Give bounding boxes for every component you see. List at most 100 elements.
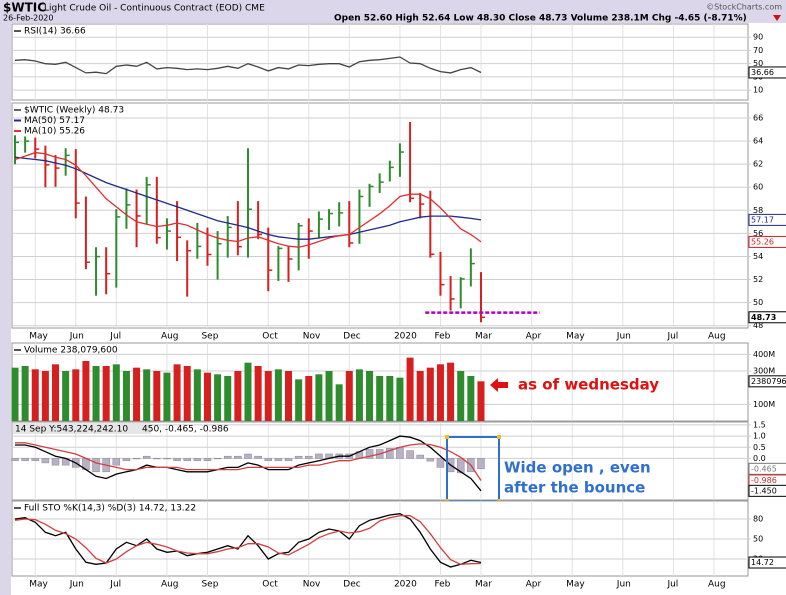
y-tick-label: 50: [753, 535, 763, 544]
series-line: [14, 156, 482, 240]
histogram-bar: [11, 458, 19, 461]
y-tick-label: 80: [753, 515, 763, 524]
value-tag-label: 14.72: [751, 558, 774, 567]
value-tag: [748, 556, 786, 569]
volume-bar: [112, 364, 120, 421]
histogram-bar: [183, 458, 191, 461]
histogram-bar: [213, 458, 222, 460]
legend-label: MA(50) 57.17: [24, 116, 85, 126]
panel-title: Volume 238,079,600: [24, 346, 118, 356]
volume-bar: [285, 371, 293, 421]
y-tick-label: 50: [753, 59, 763, 68]
x-tick-label: Jul: [666, 332, 678, 342]
histogram-bar: [274, 458, 283, 461]
histogram-bar: [426, 458, 435, 462]
value-tag-label: 57.17: [751, 215, 774, 224]
panels: May Jun Jul Aug Sep Oct Nov Dec 2020 Feb Mar Apr May…: [11, 23, 786, 590]
value-tag-label: 48.73: [751, 313, 776, 322]
y-tick-label: 90: [753, 33, 763, 42]
histogram-bar: [406, 450, 414, 459]
value-tag: [748, 311, 786, 324]
x-tick-label: May: [29, 332, 48, 342]
histogram-bar: [132, 458, 141, 460]
series-line: [14, 56, 482, 75]
date: 26-Feb-2020: [3, 14, 53, 23]
series-line: [15, 442, 482, 481]
volume-bar: [133, 367, 141, 421]
y-tick-label: 48: [753, 321, 763, 330]
watermark: ©StockCharts.com: [706, 3, 782, 12]
histogram-bar: [223, 455, 232, 459]
volume-bar: [366, 371, 374, 421]
volume-bar: [224, 376, 232, 421]
volume-bar: [254, 366, 262, 421]
y-tick-label: 10: [753, 86, 763, 95]
x-tick-label: Apr: [526, 332, 542, 342]
y-tick-label: 50: [753, 298, 763, 307]
histogram-bar: [193, 458, 202, 461]
x-tick-label: Oct: [262, 332, 278, 342]
histogram-bar: [92, 458, 100, 473]
x-tick-label: Mar: [475, 580, 492, 590]
x-tick-label: May: [29, 580, 48, 590]
histogram-bar: [264, 458, 272, 461]
volume-bar: [163, 372, 171, 421]
y-tick-label: 66: [753, 114, 763, 123]
value-tag: [748, 462, 786, 475]
header-band: [0, 0, 786, 23]
x-tick-label: Jun: [616, 580, 631, 590]
volume-bar: [416, 371, 424, 421]
histogram-bar: [163, 458, 171, 460]
volume-bar: [244, 362, 252, 421]
volume-bar: [214, 374, 222, 421]
x-tick-label: Aug: [161, 332, 179, 342]
panel-frame: [11, 102, 749, 329]
volume-bar: [386, 376, 394, 421]
histogram-bar: [21, 458, 29, 461]
x-tick-label: Mar: [475, 332, 492, 342]
value-tag-label: -1.450: [751, 486, 777, 495]
volume-bar: [234, 371, 242, 421]
y-tick-label: 300M: [753, 367, 775, 376]
volume-bar: [376, 376, 384, 421]
histogram-bar: [112, 458, 121, 466]
histogram-bar: [142, 455, 151, 459]
volume-bar: [315, 374, 323, 421]
volume-bar: [355, 369, 363, 421]
volume-bar: [305, 376, 313, 421]
histogram-bar: [416, 454, 424, 459]
histogram-bar: [203, 458, 212, 461]
histogram-bar: [173, 458, 181, 461]
panel-title: Full STO %K(14,3) %D(3) 14.72, 13.22: [24, 504, 196, 514]
volume-bar: [345, 371, 353, 421]
volume-bar: [173, 364, 181, 421]
histogram-bar: [386, 448, 394, 459]
volume-bar: [426, 367, 434, 421]
volume-bar: [274, 369, 282, 421]
volume-bar: [102, 366, 110, 421]
volume-bar: [325, 371, 333, 421]
histogram-bar: [477, 458, 485, 470]
x-tick-label: May: [566, 580, 585, 590]
x-tick-label: Apr: [526, 580, 542, 590]
x-tick-label: Jul: [109, 332, 121, 342]
y-tick-label: 52: [753, 275, 763, 284]
label-box: [13, 423, 151, 434]
x-tick-label: Oct: [262, 580, 278, 590]
histogram-bar: [234, 455, 242, 459]
volume-bar: [21, 366, 29, 421]
y-tick-label: 1.0: [753, 432, 766, 441]
note-arrow: [490, 378, 508, 392]
volume-bar: [457, 371, 465, 421]
volume-bar: [11, 367, 19, 421]
left-strip: [0, 23, 11, 595]
x-tick-label: Jul: [666, 580, 678, 590]
x-tick-label: Sep: [201, 580, 218, 590]
x-tick-label: Jun: [69, 580, 84, 590]
note: after the bounce: [504, 479, 645, 497]
volume-bar: [122, 371, 130, 421]
x-tick-label: May: [566, 332, 585, 342]
panel-frame: [11, 23, 749, 101]
y-tick-label: 54: [753, 252, 763, 261]
